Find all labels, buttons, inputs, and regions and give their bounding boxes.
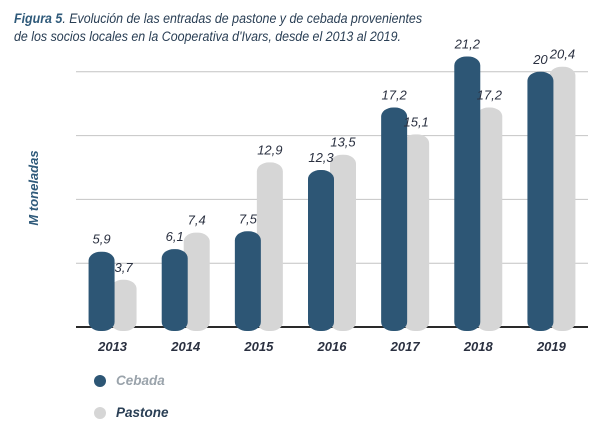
data-label-cebada-2013: 5,9 [93, 232, 111, 247]
data-label-pastone-2015: 12,9 [257, 142, 282, 157]
bar-pastone-2019 [549, 66, 576, 332]
figure-label: Figura 5 [14, 11, 63, 26]
bar-cebada-2017 [381, 107, 408, 331]
bars [88, 56, 576, 332]
legend-label-cebada: Cebada [116, 373, 165, 388]
data-label-pastone-2013: 3,7 [115, 260, 134, 275]
x-tick-2016: 2016 [317, 339, 348, 354]
bar-cebada-2016 [308, 170, 334, 331]
data-label-cebada-2019: 20 [532, 52, 548, 67]
data-label-pastone-2014: 7,4 [188, 213, 206, 228]
data-label-pastone-2018: 17,2 [477, 88, 503, 103]
data-label-cebada-2016: 12,3 [308, 150, 334, 165]
figure-caption: Figura 5. Evolución de las entradas de p… [14, 10, 548, 46]
data-labels: 5,9 3,7 6,1 7,4 7,5 12,9 12,313,5 17,2 15,1 21,2 1… [93, 36, 576, 274]
legend-swatch-cebada [94, 374, 106, 387]
bar-cebada-2013 [88, 251, 115, 331]
x-tick-2013: 2013 [97, 339, 128, 354]
legend-swatch-pastone [94, 406, 106, 419]
caption-text-1: . Evolución de las entradas de pastone y… [62, 11, 423, 26]
bar-pastone-2016 [330, 154, 356, 331]
bar-cebada-2014 [161, 249, 188, 331]
bar-pastone-2017 [403, 134, 430, 331]
data-label-cebada-2015: 7,5 [239, 211, 258, 226]
legend-label-pastone: Pastone [116, 405, 169, 420]
x-tick-2019: 2019 [536, 339, 567, 354]
data-label-cebada-2017: 17,2 [381, 88, 407, 103]
x-tick-2017: 2017 [390, 339, 421, 354]
x-tick-2015: 2015 [243, 339, 274, 354]
y-axis-label: M toneladas [26, 150, 41, 225]
x-tick-labels: 2013 2014 2015 2016 2017 2018 2019 [97, 339, 567, 354]
bar-pastone-2018 [476, 107, 503, 331]
bar-cebada-2018 [454, 56, 481, 331]
caption-line-2: de los socios locales en la Cooperativa … [14, 29, 401, 44]
x-tick-2014: 2014 [170, 339, 201, 354]
legend-item-cebada: Cebada [94, 373, 165, 388]
x-tick-2018: 2018 [463, 339, 494, 354]
data-label-cebada-2018: 21,2 [454, 36, 481, 51]
data-label-pastone-2016: 13,5 [330, 135, 356, 150]
data-label-pastone-2019: 20,4 [549, 47, 575, 62]
bar-pastone-2015 [256, 162, 283, 331]
data-label-cebada-2014: 6,1 [166, 229, 184, 244]
bar-pastone-2014 [183, 232, 210, 331]
caption-line-1: Figura 5. Evolución de las entradas de p… [14, 10, 548, 28]
legend-item-pastone: Pastone [94, 405, 169, 420]
data-label-pastone-2017: 15,1 [403, 114, 428, 129]
bar-cebada-2015 [234, 231, 261, 331]
bar-cebada-2019 [527, 71, 554, 332]
bar-pastone-2013 [110, 279, 137, 331]
